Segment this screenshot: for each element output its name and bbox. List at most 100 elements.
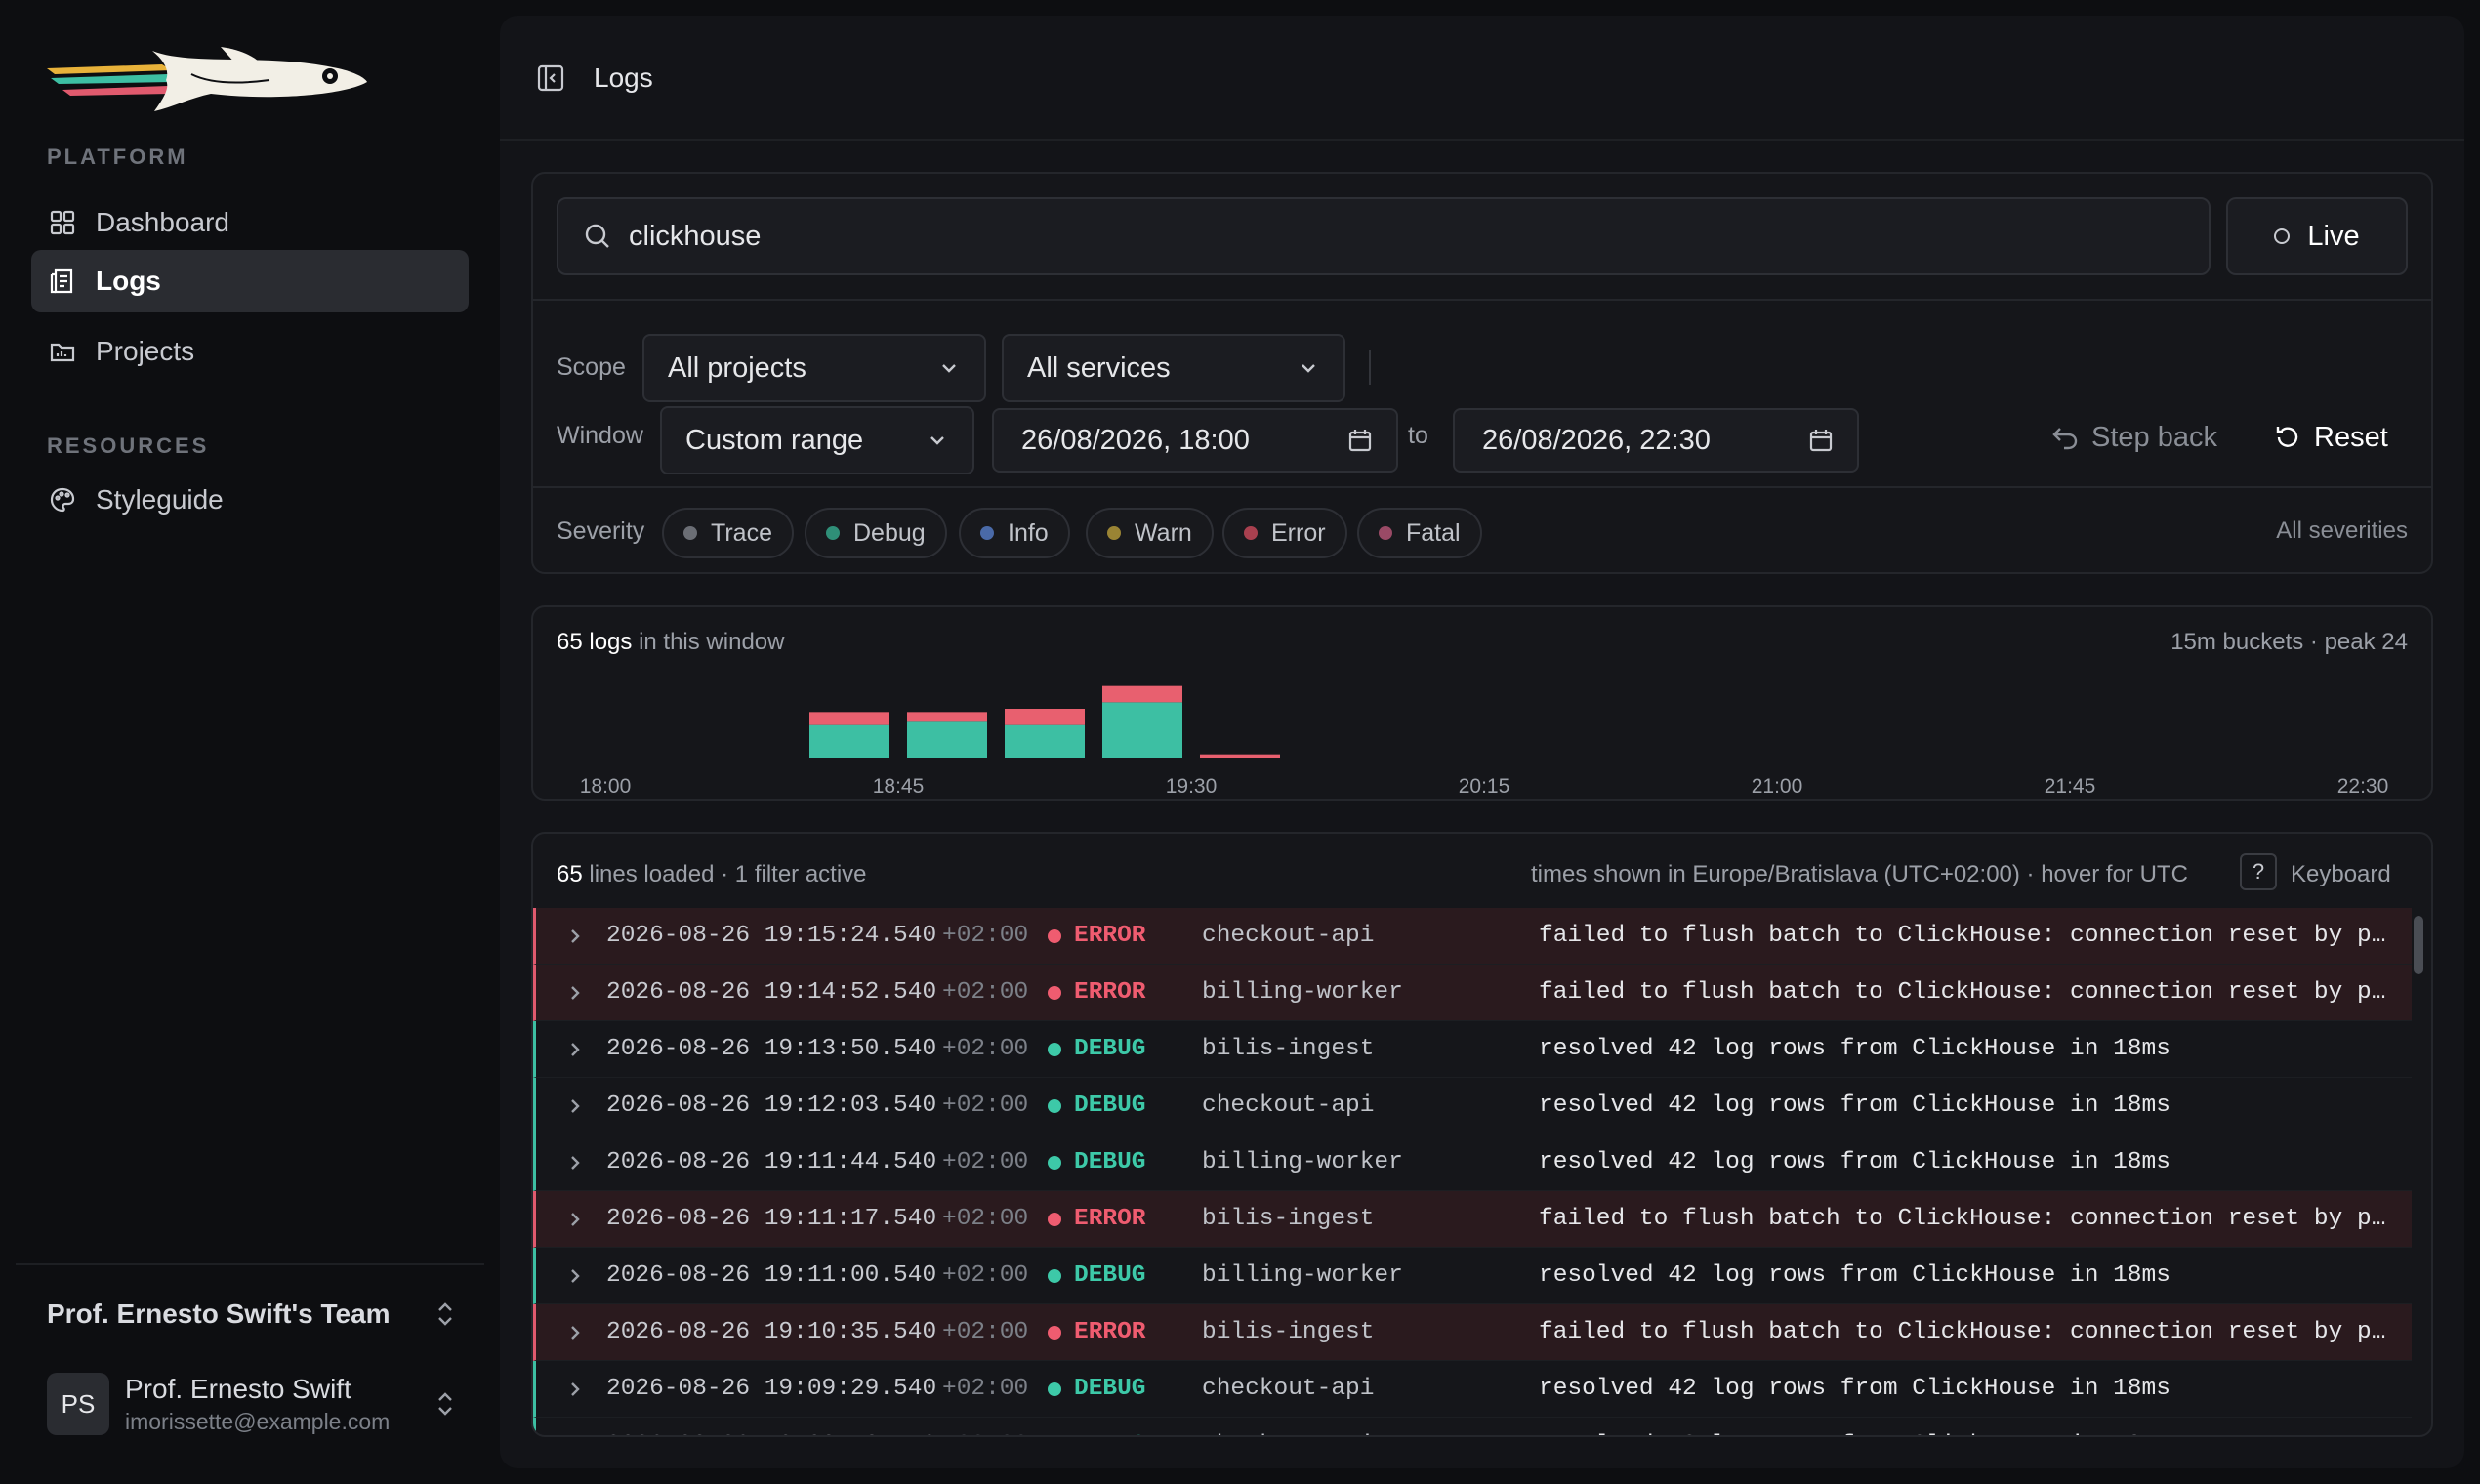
histogram-bar-debug[interactable] [1102,702,1182,758]
sidebar-item-dashboard[interactable]: Dashboard [31,191,469,254]
user-email: imorissette@example.com [125,1408,391,1434]
divider [533,299,2431,301]
histogram-bar-debug[interactable] [1005,724,1085,758]
to-date-input[interactable]: 26/08/2026, 22:30 [1453,408,1859,473]
log-level-text: ERROR [1074,1206,1146,1232]
chip-label: Info [1008,518,1049,547]
log-timezone: +02:00 [942,1149,1029,1175]
histogram-bar-error[interactable] [1005,709,1085,725]
level-dot [1048,1325,1061,1340]
log-timezone: +02:00 [942,1376,1029,1402]
chevron-right-icon[interactable] [536,1210,606,1229]
chevron-right-icon[interactable] [536,1153,606,1173]
chevron-right-icon[interactable] [536,1096,606,1116]
histogram-bar-error[interactable] [1200,754,1280,758]
log-message: resolved 42 log rows from ClickHouse in … [1539,1432,2412,1435]
chevron-right-icon[interactable] [536,1266,606,1286]
sidebar-item-logs[interactable]: Logs [31,250,469,312]
severity-chip-warn[interactable]: Warn [1086,508,1214,558]
trace-dot [683,526,697,540]
fish-logo-icon[interactable] [45,39,367,117]
keyboard-label[interactable]: Keyboard [2291,861,2391,887]
log-message: resolved 42 log rows from ClickHouse in … [1539,1149,2170,1175]
calendar-icon[interactable] [1808,428,1834,453]
histogram-card: 65 logs in this window 15m buckets · pea… [531,605,2433,801]
level-dot [1048,1212,1061,1226]
from-date-input[interactable]: 26/08/2026, 18:00 [992,408,1398,473]
user-name: Prof. Ernesto Swift [125,1373,351,1404]
log-row[interactable]: 2026-08-26 19:11:17.540 +02:00 ERROR bilis-… [533,1191,2412,1248]
log-level-text: ERROR [1074,923,1146,949]
divider [533,486,2431,488]
range-select[interactable]: Custom range [660,406,974,474]
log-level-text: ERROR [1074,979,1146,1006]
chevron-right-icon[interactable] [536,1040,606,1059]
project-select[interactable]: All projects [642,334,986,402]
platform-section-label: PLATFORM [47,144,188,169]
level-dot [1048,1381,1061,1396]
log-row[interactable]: 2026-08-26 19:10:35.540 +02:00 ERROR bilis-… [533,1304,2412,1361]
log-message: resolved 42 log rows from ClickHouse in … [1539,1092,2170,1119]
team-switcher[interactable]: Prof. Ernesto Swift's Team [47,1289,457,1340]
chevron-right-icon[interactable] [536,1436,606,1438]
log-service: bilis-ingest [1202,1036,1375,1062]
severity-chip-info[interactable]: Info [959,508,1070,558]
live-button[interactable]: Live [2226,197,2408,275]
chevron-right-icon[interactable] [536,983,606,1003]
histogram-tick-label: 18:00 [580,775,632,798]
histogram-bar-debug[interactable] [907,721,987,758]
sidebar-toggle-icon[interactable] [535,62,566,94]
keyboard-shortcut-key[interactable]: ? [2240,853,2277,890]
reset-button[interactable]: Reset [2273,412,2388,463]
log-row[interactable]: 2026-08-26 19:11:44.540 +02:00 DEBUG billin… [533,1134,2412,1191]
log-table: 2026-08-26 19:15:24.540 +02:00 ERROR checko… [533,908,2412,1438]
log-row[interactable]: 2026-08-26 19:15:24.540 +02:00 ERROR checko… [533,908,2412,965]
log-service: checkout-api [1202,1432,1539,1435]
severity-chip-error[interactable]: Error [1222,508,1347,558]
histogram-bar-debug[interactable] [809,724,889,758]
histogram-chart[interactable]: 18:00 18:45 19:30 20:15 21:00 21:45 22:30 [533,607,2431,799]
chip-label: Warn [1135,518,1192,547]
log-message: failed to flush batch to ClickHouse: con… [1539,923,2412,949]
histogram-bar-error[interactable] [809,712,889,725]
log-level-text: DEBUG [1074,1092,1146,1119]
scope-label: Scope [557,353,626,381]
project-select-value: All projects [668,351,806,384]
user-menu[interactable]: PS Prof. Ernesto Swift imorissette@examp… [47,1367,457,1441]
timezone-note[interactable]: times shown in Europe/Bratislava (UTC+02… [1531,861,2188,887]
scrollbar[interactable] [2414,916,2423,974]
range-select-value: Custom range [685,424,864,456]
chevron-right-icon[interactable] [536,927,606,946]
sidebar-item-styleguide[interactable]: Styleguide [31,469,469,531]
log-service: checkout-api [1202,1376,1375,1402]
log-row[interactable]: 2026-08-26 19:13:50.540 +02:00 DEBUG bilis-… [533,1021,2412,1078]
chevron-right-icon[interactable] [536,1323,606,1342]
log-timestamp: 2026-08-26 19:11:44.540 [606,1149,937,1175]
calendar-icon[interactable] [1347,428,1373,453]
histogram-bar-error[interactable] [907,712,987,722]
log-timestamp: 2026-08-26 19:14:52.540 [606,979,937,1006]
log-row[interactable]: 2026-08-26 19:09:29.540 +02:00 DEBUG checko… [533,1361,2412,1418]
log-row[interactable]: 2026-08-26 19:11:00.540 +02:00 DEBUG billin… [533,1248,2412,1304]
histogram-tick-label: 21:00 [1752,775,1803,798]
service-select[interactable]: All services [1002,334,1345,402]
log-level: DEBUG [1048,1092,1202,1119]
topbar: Logs [500,16,2464,141]
log-row[interactable]: 2026-08-26 19:14:52.540 +02:00 ERROR billin… [533,965,2412,1021]
histogram-tick-label: 22:30 [2337,775,2389,798]
chevron-right-icon[interactable] [536,1380,606,1399]
step-back-button[interactable]: Step back [2050,412,2217,463]
sidebar-item-projects[interactable]: Projects [31,320,469,383]
avatar: PS [47,1373,109,1435]
log-service: billing-worker [1202,1262,1403,1289]
histogram-bar-error[interactable] [1102,685,1182,703]
log-service: billing-worker [1202,1149,1403,1175]
severity-chip-trace[interactable]: Trace [662,508,794,558]
log-row[interactable]: 2026-08-26 19:12:03.540 +02:00 DEBUG checko… [533,1078,2412,1134]
search-input[interactable]: clickhouse [557,197,2211,275]
from-date-value: 26/08/2026, 18:00 [1021,424,1250,456]
severity-chip-debug[interactable]: Debug [805,508,947,558]
severity-chip-fatal[interactable]: Fatal [1357,508,1482,558]
all-severities-link[interactable]: All severities [2276,517,2408,544]
log-row[interactable]: 2026-08-26 19:08:58.540+02:00 DEBUG checko… [533,1418,2412,1438]
